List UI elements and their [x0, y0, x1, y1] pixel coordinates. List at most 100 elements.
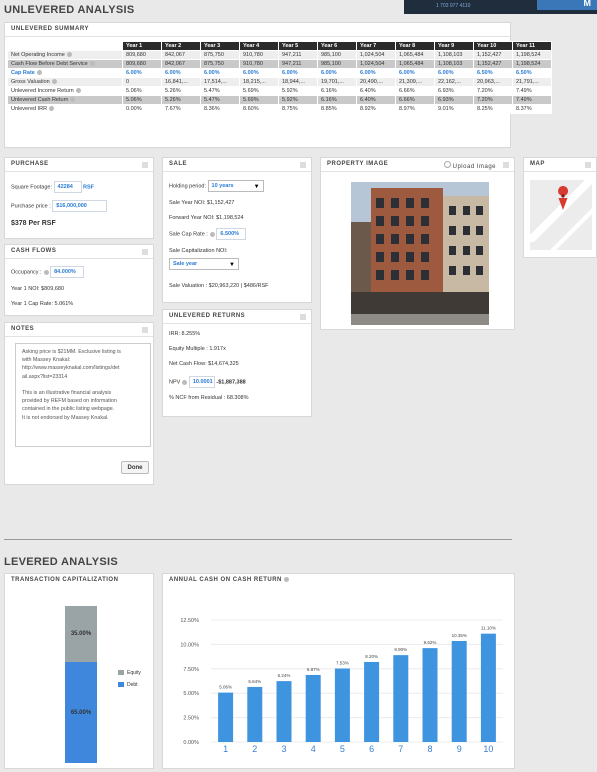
- table-cell: 6.00%: [395, 68, 435, 78]
- table-row: Unlevered Income Return 5.06% 5.26% 5.47% 5.…: [7, 86, 552, 96]
- table-cell: 16,841,...: [161, 77, 201, 87]
- panel-title: NOTES: [11, 326, 35, 332]
- panel-title: PURCHASE: [11, 161, 49, 167]
- occupancy-input[interactable]: 84.000%: [50, 266, 85, 278]
- x-tick-label: 1: [223, 744, 228, 754]
- table-cell: 875,750: [200, 59, 240, 69]
- row-label: Cap Rate: [7, 68, 123, 78]
- equity-bar: 35.00%: [65, 606, 97, 662]
- purchase-panel: PURCHASE Square Footage: 42284 RSF Purch…: [4, 157, 154, 239]
- sale-cap-input[interactable]: 6.500%: [216, 228, 247, 240]
- table-row: Net Operating Income 809,680 842,067 875,75…: [7, 50, 552, 60]
- row-label: Unlevered IRR: [7, 104, 123, 114]
- table-cell: 21,309,...: [395, 77, 435, 87]
- collapse-icon[interactable]: [585, 162, 591, 168]
- collapse-icon[interactable]: [142, 162, 148, 168]
- info-icon[interactable]: [75, 88, 81, 94]
- table-cell: 6.00%: [239, 68, 279, 78]
- table-row: Unlevered Cash Return 5.06% 5.26% 5.47% 5.69…: [7, 95, 552, 105]
- price-input[interactable]: $16,000,000: [52, 200, 108, 212]
- sale-cap-noi-select[interactable]: Sale year ▼: [169, 258, 239, 270]
- table-cell: 7.49%: [512, 86, 552, 96]
- table-cell: 8.92%: [356, 104, 396, 114]
- y-tick-label: 5.00%: [183, 691, 199, 697]
- phone-number: 1 703 977 4110: [436, 3, 471, 9]
- map-thumbnail[interactable]: [530, 180, 592, 250]
- sale-valuation: Sale Valuation : $20,963,220 | $486/RSF: [169, 283, 269, 289]
- sqft-input[interactable]: 42284: [53, 181, 82, 193]
- table-cell: 8.97%: [395, 104, 435, 114]
- info-icon[interactable]: [49, 106, 55, 112]
- info-icon[interactable]: [89, 61, 95, 67]
- notes-panel: NOTES Asking price is $21MM. Exclusive l…: [4, 322, 154, 485]
- collapse-icon[interactable]: [300, 314, 306, 320]
- table-cell: 8.60%: [239, 104, 279, 114]
- x-tick-label: 10: [483, 744, 493, 754]
- y-tick-label: 7.50%: [183, 667, 199, 673]
- table-cell: 7.49%: [512, 95, 552, 105]
- table-cell: 6.50%: [512, 68, 552, 78]
- data-label: 9.62%: [424, 640, 437, 645]
- unlevered-summary-header: UNLEVERED SUMMARY: [5, 23, 510, 37]
- panel-title: UNLEVERED SUMMARY: [11, 26, 89, 32]
- sale-cap-noi-label: Sale Capitalization NOI:: [169, 248, 228, 254]
- irr-value: IRR: 8.255%: [169, 331, 201, 337]
- dropdown-arrow-icon: ▼: [229, 262, 235, 268]
- property-photo: [351, 182, 489, 325]
- transaction-capitalization-panel: TRANSACTION CAPITALIZATION 35.00% 65.00%…: [4, 573, 154, 769]
- annual-cash-on-cash-panel: ANNUAL CASH ON CASH RETURN 0.00% 2.50% 5.0…: [162, 573, 515, 769]
- table-cell: 5.92%: [278, 86, 318, 96]
- table-cell: 5.06%: [122, 95, 162, 105]
- collapse-icon[interactable]: [142, 327, 148, 333]
- unlevered-returns-panel: UNLEVERED RETURNS IRR: 8.255% Equity Mul…: [162, 309, 312, 417]
- collapse-icon[interactable]: [503, 162, 509, 168]
- year-header: Year 8: [395, 41, 435, 51]
- price-per-rsf: $378 Per RSF: [11, 220, 56, 227]
- table-cell: 947,211: [278, 50, 318, 60]
- table-cell: 1,065,484: [395, 59, 435, 69]
- data-label: 11.10%: [481, 626, 496, 631]
- collapse-icon[interactable]: [142, 249, 148, 255]
- table-cell: 22,162,...: [434, 77, 474, 87]
- table-cell: 875,750: [200, 50, 240, 60]
- info-icon[interactable]: [51, 79, 57, 85]
- info-icon[interactable]: [36, 70, 42, 76]
- levered-analysis-title: LEVERED ANALYSIS: [4, 556, 119, 568]
- holding-period-select[interactable]: 10 years ▼: [207, 180, 264, 192]
- panel-title: CASH FLOWS: [11, 248, 57, 254]
- table-cell: 6.93%: [434, 95, 474, 105]
- bar: [364, 661, 380, 742]
- data-label: 5.06%: [219, 685, 232, 690]
- table-cell: 5.69%: [239, 95, 279, 105]
- sqft-label: Square Footage:: [11, 184, 52, 191]
- net-cash-flow: Net Cash Flow: $14,674,325: [169, 361, 239, 367]
- data-label: 8.90%: [394, 647, 407, 652]
- table-cell: 809,680: [122, 50, 162, 60]
- year-header: Year 2: [161, 41, 201, 51]
- collapse-icon[interactable]: [300, 162, 306, 168]
- x-tick-label: 7: [398, 744, 403, 754]
- y-tick-label: 12.50%: [180, 618, 199, 624]
- table-cell: 5.06%: [122, 86, 162, 96]
- bar: [480, 633, 496, 742]
- map-panel: MAP: [523, 157, 597, 258]
- upload-image-link[interactable]: Upload Image: [443, 161, 496, 170]
- table-cell: 6.50%: [473, 68, 513, 78]
- info-icon[interactable]: [66, 52, 72, 58]
- info-icon[interactable]: [70, 97, 76, 103]
- dropdown-arrow-icon: ▼: [253, 184, 260, 190]
- table-cell: 5.92%: [278, 95, 318, 105]
- npv-rate-input[interactable]: 10.0001: [188, 376, 215, 388]
- table-cell: 6.16%: [317, 86, 357, 96]
- table-cell: 6.40%: [356, 86, 396, 96]
- npv-label: NPV: [169, 379, 181, 386]
- year-header: Year 7: [356, 41, 396, 51]
- done-button[interactable]: Done: [121, 461, 149, 474]
- table-row: Gross Valuation 0 16,841,... 17,514,... 18,2…: [7, 77, 552, 87]
- x-tick-label: 8: [427, 744, 432, 754]
- data-label: 6.24%: [278, 673, 291, 678]
- notes-textarea[interactable]: Asking price is $21MM. Exclusive listing…: [15, 343, 151, 447]
- table-cell: 6.00%: [161, 68, 201, 78]
- y-tick-label: 10.00%: [180, 642, 199, 648]
- menu-button[interactable]: M: [537, 0, 597, 10]
